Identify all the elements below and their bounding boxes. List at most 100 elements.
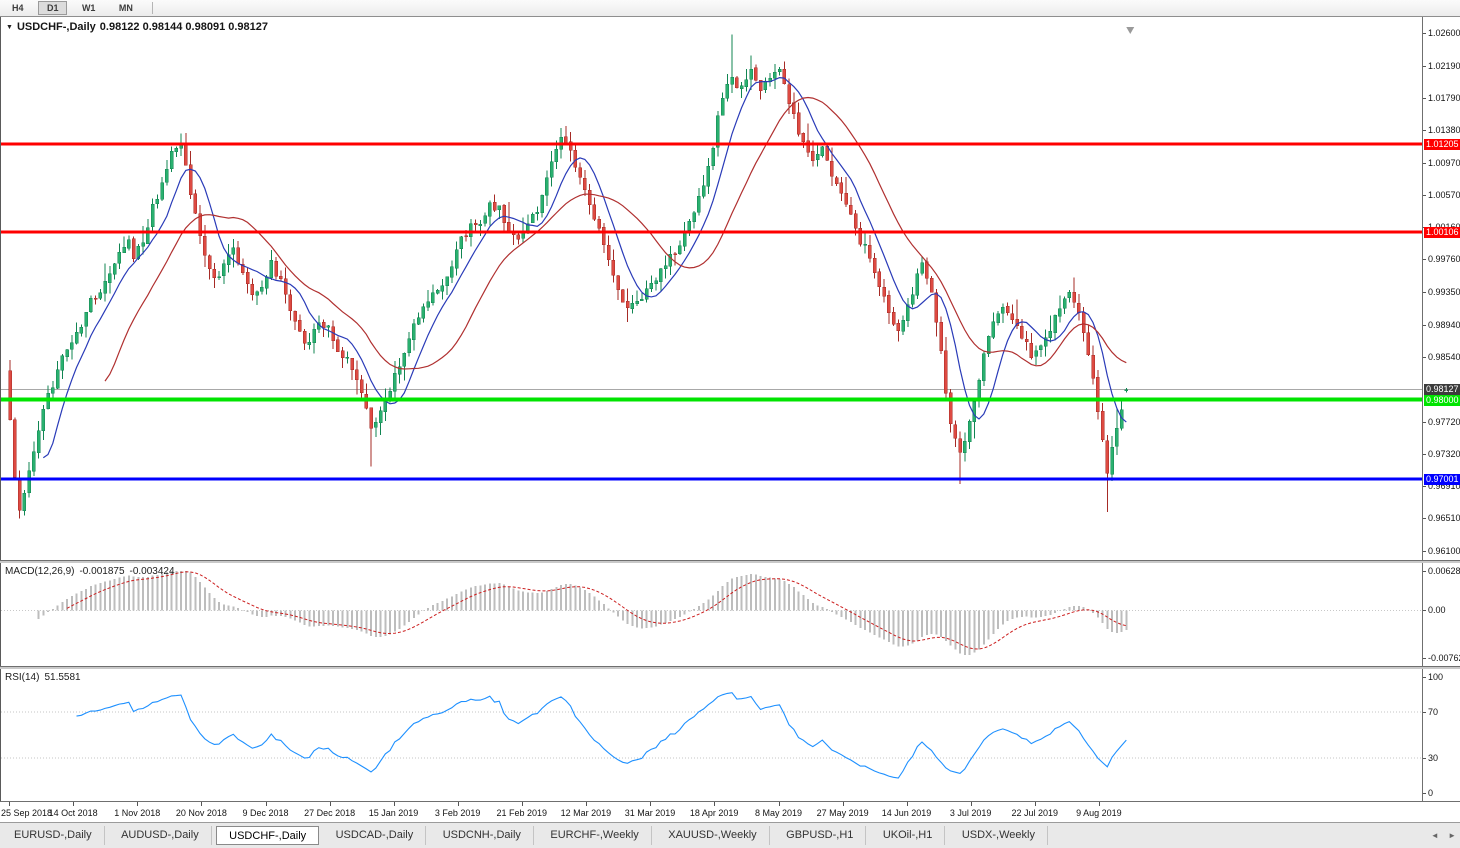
axis-tick-mark <box>1423 677 1426 678</box>
axis-tick-mark <box>1423 97 1426 99</box>
rsi-tick-label: 70 <box>1428 706 1439 717</box>
timeframe-mn-button[interactable]: MN <box>110 1 142 15</box>
tab-xauusd-weekly[interactable]: XAUUSD-,Weekly <box>656 826 770 845</box>
macd-main-value: -0.001875 <box>79 566 125 577</box>
date-tick-label: 20 Nov 2018 <box>175 808 227 818</box>
toolbar-separator <box>152 2 154 14</box>
axis-tick-mark <box>1423 130 1426 132</box>
date-tick-mark <box>906 802 908 806</box>
panel-splitter[interactable] <box>0 666 1460 669</box>
macd-chart-canvas[interactable] <box>1 563 1423 666</box>
candles-layer <box>8 34 1129 519</box>
axis-tick-mark <box>1423 610 1426 612</box>
date-tick-mark <box>137 802 139 806</box>
date-tick-label: 31 Mar 2019 <box>624 808 676 818</box>
rsi-tick-label: 100 <box>1428 672 1444 682</box>
panel-splitter[interactable] <box>0 560 1460 563</box>
tab-usdchf-daily[interactable]: USDCHF-,Daily <box>216 826 320 845</box>
tab-usdx-weekly[interactable]: USDX-,Weekly <box>950 826 1048 845</box>
date-tick-mark <box>650 802 652 806</box>
macd-tick-label: 0.00 <box>1428 605 1446 616</box>
axis-tick-mark <box>1423 356 1426 358</box>
price-tick-label: 1.02190 <box>1428 60 1460 71</box>
date-tick-label: 15 Jan 2019 <box>368 808 419 818</box>
axis-tick-mark <box>1423 711 1426 713</box>
price-tick-label: 0.99350 <box>1428 287 1460 297</box>
tab-usdcnh-daily[interactable]: USDCNH-,Daily <box>431 826 534 845</box>
timeframe-d1-button[interactable]: D1 <box>37 1 68 15</box>
axis-tick-mark <box>1423 758 1426 760</box>
date-tick-label: 9 Aug 2019 <box>1076 808 1122 818</box>
time-axis[interactable]: 25 Sep 2018 14 Oct 2018 1 Nov 2018 20 Nov 2… <box>0 801 1460 822</box>
tabbar-scroll-right-icon[interactable]: ► <box>1448 831 1456 840</box>
rsi-panel[interactable] <box>0 669 1423 801</box>
tabbar-scroll-left-icon[interactable]: ◄ <box>1430 831 1439 840</box>
date-tick-mark <box>201 802 203 806</box>
macd-tick-label: 0.006286 <box>1428 566 1460 576</box>
price-tick-label: 1.02600 <box>1428 28 1460 38</box>
macd-label: MACD(12,26,9) -0.001875 -0.003424 <box>5 566 180 577</box>
price-level-label: 0.97001 <box>1424 474 1460 486</box>
symbol-label: USDCHF-,Daily <box>16 21 96 33</box>
axis-tick-mark <box>1423 551 1426 552</box>
chart-info-line: ▼ USDCHF-,Daily 0.98122 0.98144 0.98091 0.… <box>6 21 272 33</box>
date-tick-label: 21 Feb 2019 <box>496 808 548 818</box>
price-tick-label: 1.01380 <box>1428 125 1460 136</box>
ohlc-values: 0.98122 0.98144 0.98091 0.98127 <box>99 21 268 33</box>
price-level-label: 1.00106 <box>1424 226 1460 238</box>
chart-shift-marker <box>1126 27 1135 34</box>
rsi-chart-canvas[interactable] <box>1 669 1423 801</box>
axis-tick-mark <box>1423 194 1426 196</box>
timeframe-h4-button[interactable]: H4 <box>3 1 33 15</box>
axis-tick-mark <box>1423 486 1426 488</box>
axis-tick-mark <box>1423 259 1426 261</box>
macd-panel[interactable] <box>0 563 1423 666</box>
axis-tick-mark <box>1423 793 1426 794</box>
axis-tick-mark <box>1423 65 1426 67</box>
tab-ukoil-h1[interactable]: UKOil-,H1 <box>871 826 946 845</box>
macd-signal-value: -0.003424 <box>129 566 175 577</box>
date-tick-mark <box>586 802 588 806</box>
date-tick-label: 12 Mar 2019 <box>560 808 612 818</box>
ma-8-line <box>42 76 1127 459</box>
rsi-name: RSI(14) <box>5 672 40 683</box>
tab-audusd-daily[interactable]: AUDUSD-,Daily <box>109 826 212 845</box>
chart-tabbar: EURUSD-,Daily AUDUSD-,Daily USDCHF-,Dail… <box>0 822 1460 848</box>
axis-tick-mark <box>1423 292 1426 293</box>
date-tick-mark <box>73 802 75 806</box>
date-tick-mark <box>1099 802 1101 806</box>
price-axis-column[interactable]: 1.02600 1.02190 1.01790 1.01380 1.00970 1.005… <box>1422 17 1460 822</box>
date-tick-mark <box>970 802 972 806</box>
date-tick-mark <box>714 802 716 806</box>
price-tick-label: 0.96510 <box>1428 513 1460 524</box>
price-tick-label: 1.00570 <box>1428 189 1460 200</box>
price-level-label: 0.98000 <box>1424 394 1460 406</box>
price-tick-label: 0.98940 <box>1428 319 1460 330</box>
date-tick-mark <box>522 802 523 806</box>
macd-tick-label: -0.00762 <box>1428 653 1460 663</box>
tab-eurusd-daily[interactable]: EURUSD-,Daily <box>2 826 105 845</box>
current-price-label: 0.98127 <box>1424 384 1460 396</box>
date-tick-mark <box>1035 802 1036 806</box>
symbol-dropdown-icon[interactable]: ▼ <box>6 24 13 31</box>
rsi-value: 51.5581 <box>44 672 81 683</box>
rsi-tick-label: 0 <box>1428 788 1434 798</box>
axis-tick-mark <box>1423 518 1426 520</box>
date-tick-label: 1 Nov 2018 <box>114 808 161 818</box>
timeframe-toolbar: H4 D1 W1 MN <box>0 0 1460 17</box>
date-tick-label: 27 Dec 2018 <box>304 808 356 818</box>
price-tick-label: 0.97320 <box>1428 448 1460 459</box>
price-tick-label: 0.96100 <box>1428 546 1460 556</box>
rsi-tick-label: 30 <box>1428 753 1439 764</box>
tab-gbpusd-h1[interactable]: GBPUSD-,H1 <box>774 826 867 845</box>
macd-histogram <box>37 571 1128 656</box>
price-panel[interactable] <box>0 17 1423 560</box>
axis-tick-mark <box>1423 453 1426 455</box>
tab-usdcad-daily[interactable]: USDCAD-,Daily <box>324 826 427 845</box>
tab-eurchf-weekly[interactable]: EURCHF-,Weekly <box>538 826 652 845</box>
price-chart-canvas[interactable] <box>1 17 1423 560</box>
date-tick-mark <box>457 802 459 806</box>
date-tick-label: 25 Sep 2018 <box>1 808 53 818</box>
timeframe-w1-button[interactable]: W1 <box>73 1 105 15</box>
price-tick-label: 1.00970 <box>1428 157 1460 168</box>
